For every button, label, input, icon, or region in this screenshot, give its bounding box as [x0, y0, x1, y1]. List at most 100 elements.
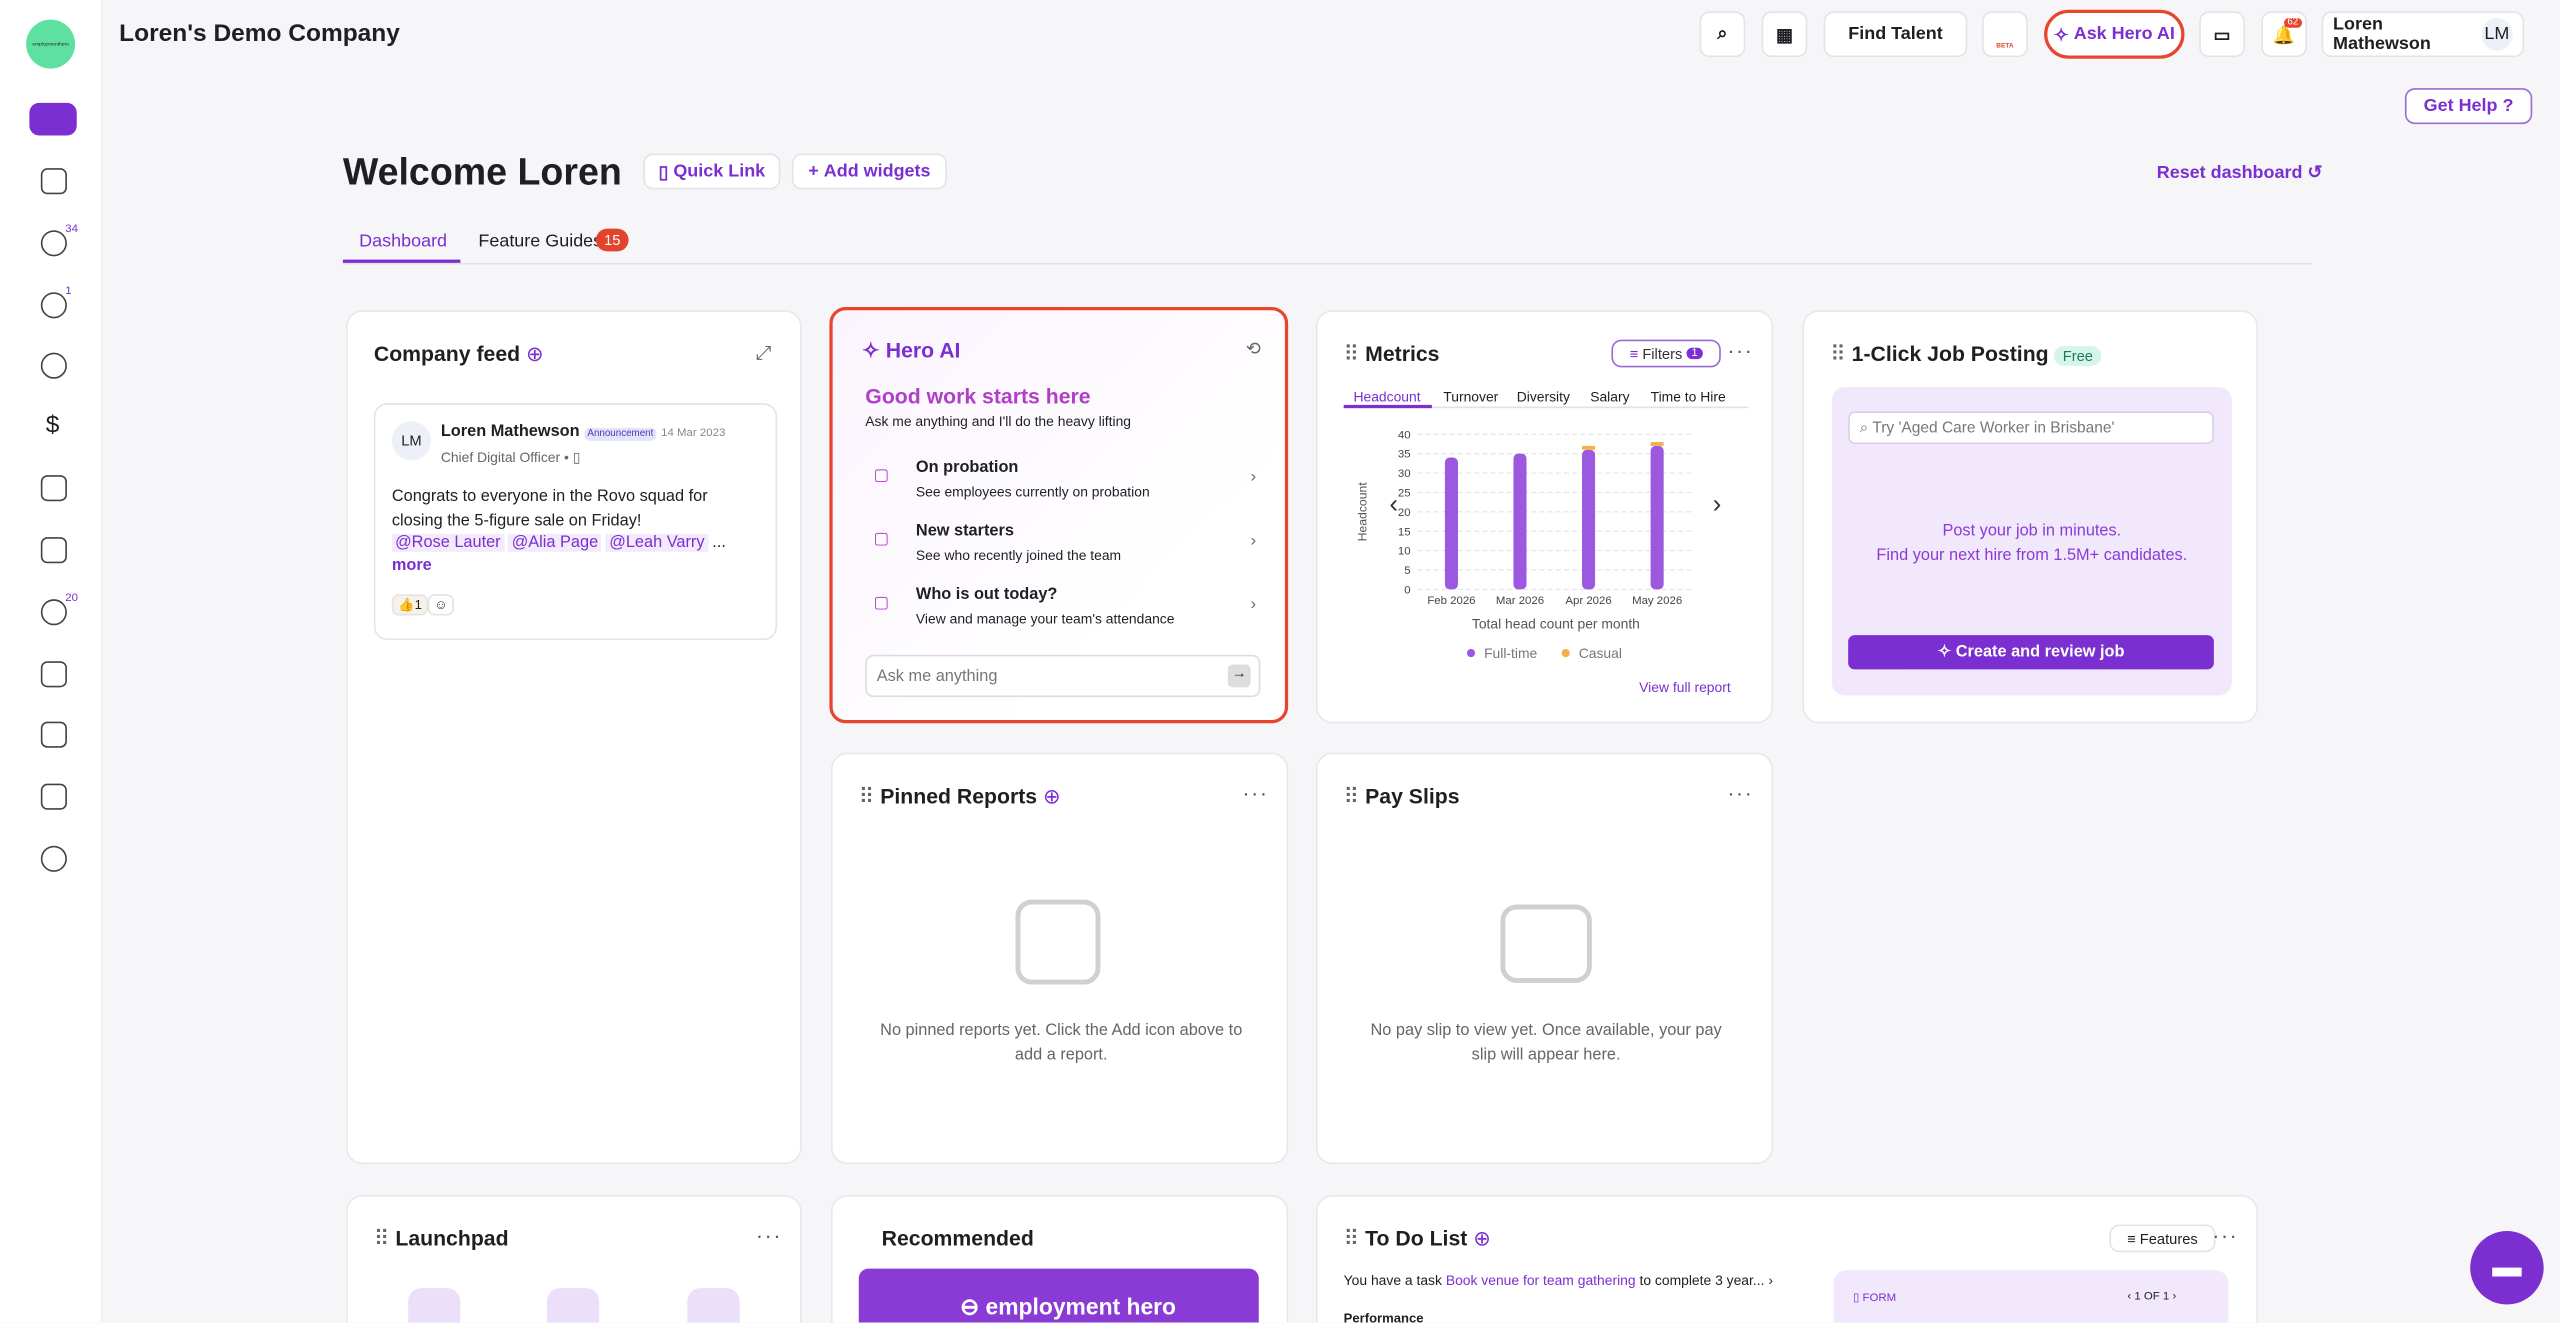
todo-section: Performance: [1343, 1311, 1424, 1323]
tab-dashboard[interactable]: Dashboard: [359, 231, 448, 252]
item-title: On probation: [915, 458, 1019, 477]
feed-post: LM Loren Mathewson Announcement 14 Mar 2…: [373, 403, 778, 640]
reset-dashboard[interactable]: Reset dashboard ↺: [2156, 163, 2323, 183]
reaction[interactable]: 👍1: [391, 594, 429, 616]
task-text: to complete 3 year...: [1639, 1271, 1765, 1289]
user-menu[interactable]: Loren Mathewson LM: [2321, 11, 2525, 58]
send-button[interactable]: →: [1227, 664, 1251, 688]
labs-button[interactable]: BETA: [1982, 11, 2028, 58]
get-help-button[interactable]: Get Help ?: [2404, 88, 2533, 125]
more-menu[interactable]: ···: [2212, 1222, 2239, 1248]
features-button[interactable]: ≡ Features: [2109, 1224, 2216, 1253]
nav-icon[interactable]: $: [45, 411, 60, 440]
nav-icon[interactable]: [40, 599, 67, 626]
logo-text: employmenthero: [32, 40, 69, 48]
more-menu[interactable]: ···: [1727, 337, 1754, 363]
nav-icon[interactable]: [40, 352, 67, 379]
legend-label: Full-time: [1484, 645, 1537, 661]
view-report-link[interactable]: View full report: [1639, 679, 1731, 696]
nav-icon[interactable]: [40, 168, 67, 195]
hero-item[interactable]: ▢ New starters See who recently joined the…: [865, 518, 1260, 570]
add-widgets-button[interactable]: + Add widgets: [791, 153, 947, 190]
more-menu[interactable]: ···: [755, 1222, 783, 1248]
add-reaction[interactable]: ☺: [427, 594, 455, 616]
launch-icon[interactable]: [408, 1288, 461, 1323]
filters-button[interactable]: ≡ Filters 1: [1611, 339, 1721, 368]
launch-icon[interactable]: [546, 1288, 600, 1323]
more-link[interactable]: more: [391, 556, 432, 575]
title-text: Pinned Reports: [880, 783, 1038, 809]
search-button[interactable]: ⌕: [1699, 11, 1746, 58]
button-label: Quick Link: [673, 161, 766, 182]
create-job-button[interactable]: ✧ Create and review job: [1848, 635, 2214, 670]
launch-icon[interactable]: [687, 1288, 740, 1323]
nav-icon[interactable]: [40, 721, 67, 748]
bar: [1444, 457, 1458, 590]
filter-count: 1: [1686, 347, 1703, 360]
metric-tab[interactable]: Headcount: [1353, 388, 1421, 405]
beta-tag: BETA: [1996, 39, 2014, 49]
task-link[interactable]: Book venue for team gathering: [1445, 1271, 1636, 1289]
metric-tab[interactable]: Salary: [1590, 388, 1630, 405]
mention[interactable]: @Leah Varry: [605, 533, 708, 552]
nav-home[interactable]: [29, 102, 77, 136]
tab-feature-guides[interactable]: Feature Guides: [478, 231, 603, 252]
card-title: ⠿ Pay Slips: [1343, 783, 1460, 809]
metric-tab[interactable]: Time to Hire: [1650, 388, 1726, 405]
nav-icon[interactable]: [40, 475, 67, 502]
expand-icon[interactable]: ⤢: [755, 341, 772, 365]
history-icon[interactable]: ⟲: [1245, 339, 1261, 360]
hero-heading: Good work starts here: [865, 383, 1091, 409]
y-tick-label: 15: [1398, 526, 1411, 538]
recommended-banner[interactable]: ⊖ employment hero: [858, 1268, 1259, 1323]
job-search[interactable]: ⌕ Try 'Aged Care Worker in Brisbane': [1848, 411, 2214, 445]
logo[interactable]: employmenthero: [26, 19, 76, 69]
mention[interactable]: @Alia Page: [508, 533, 602, 552]
nav-icon[interactable]: [40, 537, 67, 564]
hero-item[interactable]: ▢ On probation See employees currently on …: [865, 454, 1260, 506]
pay-slips-card: ⠿ Pay Slips ··· No pay slip to view yet.…: [1315, 752, 1774, 1165]
button-label: Ask Hero AI: [2073, 24, 2175, 45]
tab-indicator: [342, 259, 461, 263]
post-date: 14 Mar 2023: [661, 427, 726, 440]
nav-icon[interactable]: [40, 661, 67, 688]
chat-button[interactable]: ▬: [2470, 1231, 2544, 1305]
title-text: 1-Click Job Posting: [1851, 341, 2049, 366]
hero-subheading: Ask me anything and I'll do the heavy li…: [865, 413, 1132, 430]
more-menu[interactable]: ···: [1727, 780, 1754, 805]
recommended-card: Recommended ⊖ employment hero: [831, 1195, 1289, 1323]
notification-count: 62: [2284, 17, 2302, 28]
hero-item[interactable]: ▢ Who is out today? View and manage your t…: [865, 581, 1260, 633]
button-label: Filters: [1642, 345, 1683, 362]
link-label: Reset dashboard: [2156, 163, 2303, 183]
metric-tab[interactable]: Diversity: [1516, 388, 1570, 405]
free-badge: Free: [2054, 346, 2102, 366]
title-text: Company feed: [373, 341, 521, 366]
card-title: ⠿ Pinned Reports ⊕: [858, 783, 1061, 809]
card-title: ⠿ 1-Click Job Posting Free: [1830, 341, 2102, 367]
nav-icon[interactable]: [40, 783, 67, 810]
tab-count: 15: [595, 228, 629, 252]
ask-input[interactable]: Ask me anything →: [865, 654, 1261, 698]
find-talent-button[interactable]: Find Talent: [1823, 11, 1968, 58]
quick-link-button[interactable]: ▯ Quick Link: [643, 153, 781, 190]
metrics-card: ⠿ Metrics ≡ Filters 1 ··· Headcount Turno…: [1315, 310, 1774, 724]
ellipsis: ...: [712, 533, 726, 552]
nav-icon[interactable]: [40, 845, 67, 872]
card-title: ⠿ Launchpad: [373, 1226, 509, 1251]
messages-button[interactable]: ▭: [2199, 11, 2245, 58]
metric-tab[interactable]: Turnover: [1443, 388, 1499, 405]
y-tick-label: 25: [1398, 488, 1411, 500]
reaction-emoji: 👍: [398, 597, 415, 613]
chart-prev[interactable]: ‹: [1389, 489, 1398, 519]
more-menu[interactable]: ···: [1242, 780, 1269, 805]
ask-hero-button[interactable]: ✧ Ask Hero AI: [2044, 9, 2185, 59]
item-icon: ▢: [873, 466, 889, 485]
nav-badge: 1: [65, 285, 72, 298]
org-button[interactable]: ▦: [1761, 11, 1808, 58]
nav-icon[interactable]: [40, 292, 67, 319]
chart-next[interactable]: ›: [1713, 489, 1722, 519]
headcount-chart: 0 5 10 15 20 25 30 35 40 Headcount Total head coun…: [1356, 429, 1722, 661]
nav-icon[interactable]: [40, 230, 67, 257]
mention[interactable]: @Rose Lauter: [391, 533, 504, 552]
